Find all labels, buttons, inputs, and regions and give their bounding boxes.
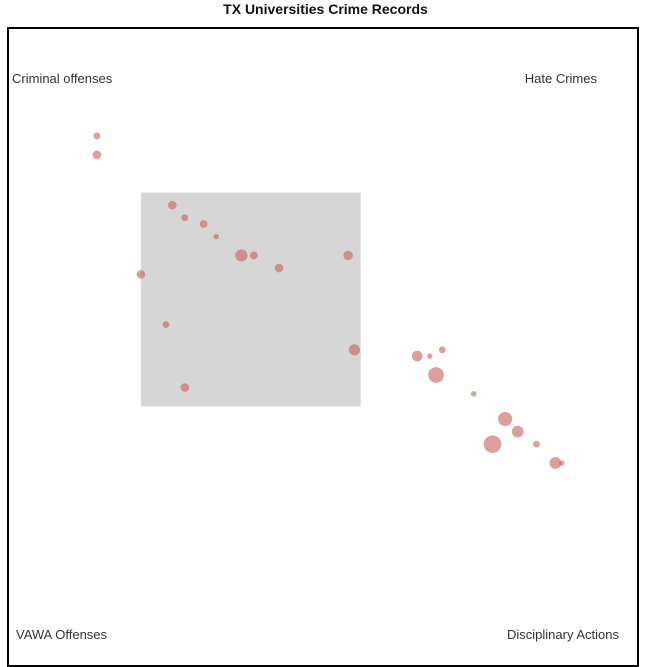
chart-title: TX Universities Crime Records bbox=[223, 1, 428, 17]
data-point[interactable] bbox=[558, 460, 565, 466]
data-point[interactable] bbox=[533, 440, 540, 448]
data-point[interactable] bbox=[483, 435, 502, 453]
data-point[interactable] bbox=[511, 425, 524, 438]
data-point[interactable] bbox=[199, 220, 208, 228]
label-hate-crimes: Hate Crimes bbox=[524, 71, 597, 86]
label-criminal-offenses: Criminal offenses bbox=[12, 71, 113, 86]
data-point[interactable] bbox=[498, 411, 513, 427]
data-point[interactable] bbox=[136, 269, 146, 279]
data-point[interactable] bbox=[162, 321, 170, 329]
data-point[interactable] bbox=[250, 251, 258, 260]
data-point[interactable] bbox=[180, 383, 190, 392]
data-point[interactable] bbox=[427, 353, 433, 359]
data-point[interactable] bbox=[181, 214, 189, 222]
data-point[interactable] bbox=[428, 367, 444, 383]
data-point[interactable] bbox=[235, 249, 248, 262]
data-point[interactable] bbox=[343, 250, 353, 261]
label-disciplinary-actions: Disciplinary Actions bbox=[507, 627, 619, 642]
data-point[interactable] bbox=[348, 344, 360, 356]
data-point[interactable] bbox=[213, 233, 219, 240]
brush-selection[interactable] bbox=[140, 192, 361, 407]
data-point[interactable] bbox=[93, 132, 101, 140]
data-point[interactable] bbox=[274, 263, 284, 273]
data-point[interactable] bbox=[92, 150, 102, 160]
data-point[interactable] bbox=[470, 391, 477, 397]
label-vawa-offenses: VAWA Offenses bbox=[16, 627, 108, 642]
data-point[interactable] bbox=[438, 346, 446, 354]
data-point[interactable] bbox=[549, 457, 562, 469]
data-point[interactable] bbox=[411, 350, 423, 362]
data-point[interactable] bbox=[167, 200, 177, 210]
